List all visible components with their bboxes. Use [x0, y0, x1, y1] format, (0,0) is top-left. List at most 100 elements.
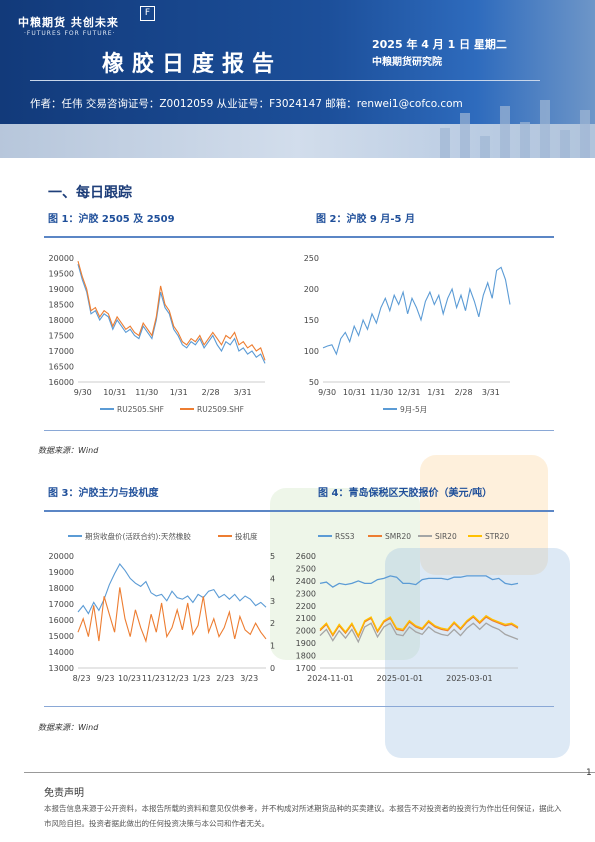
- series-line-1: [319, 575, 519, 588]
- figure-rule-top: [44, 236, 554, 238]
- y-tick-label: 16500: [49, 363, 74, 372]
- data-source-1: 数据来源：Wind: [38, 446, 99, 455]
- x-tick-label: 12/23: [166, 674, 189, 683]
- y-tick-label: 13000: [49, 664, 74, 673]
- x-tick-label: 8/23: [73, 674, 91, 683]
- chart-ru2505-ru2509: 16000 16500 17000 17500 18000 18500 19000 19500…: [49, 254, 266, 414]
- y-tick-label: 17000: [49, 600, 74, 609]
- logo-mark-icon: F: [140, 6, 155, 21]
- y-tick-label: 2100: [296, 614, 316, 623]
- y-tick-label: 1800: [296, 652, 316, 661]
- x-tick-label: 2/23: [216, 674, 234, 683]
- x-tick-label: 10/31: [343, 388, 366, 397]
- y-tick-label: 17000: [49, 347, 74, 356]
- legend-label: RU2505.SHF: [117, 405, 164, 414]
- chart-9m-5m-spread: 50 100 150 200 250 9/30 10/31 11/30 12/31 1/31 2/2…: [304, 254, 511, 414]
- y-tick-label: 20000: [49, 552, 74, 561]
- disclaimer-title: 免责声明: [44, 788, 84, 799]
- figure2-title: 图 2：沪胶 9 月-5 月: [316, 214, 415, 225]
- x-tick-label: 9/30: [318, 388, 336, 397]
- y-tick-label: 2000: [296, 627, 316, 636]
- x-tick-label: 3/31: [482, 388, 500, 397]
- y-tick-label: 19000: [49, 285, 74, 294]
- report-date: 2025 年 4 月 1 日 星期二: [372, 38, 507, 51]
- figure-rule-mid: [44, 510, 554, 512]
- x-tick-label: 2025-01-01: [377, 674, 424, 683]
- y-tick-label: 19000: [49, 568, 74, 577]
- series-line-2: [77, 587, 267, 644]
- y-tick-label: 250: [304, 254, 319, 263]
- x-tick-label: 3/23: [240, 674, 258, 683]
- institute-name: 中粮期货研究院: [372, 57, 442, 68]
- legend-label: SIR20: [435, 532, 457, 541]
- y-tick-label: 18000: [49, 316, 74, 325]
- x-tick-label: 9/23: [97, 674, 115, 683]
- series-line-2: [77, 260, 266, 361]
- y-tick-label: 1900: [296, 639, 316, 648]
- x-tick-label: 10/31: [103, 388, 126, 397]
- x-tick-label: 2/28: [202, 388, 220, 397]
- y2-tick-label: 5: [270, 552, 275, 561]
- x-tick-label: 2024-11-01: [307, 674, 354, 683]
- series-line-3: [319, 622, 519, 644]
- y-tick-label: 2600: [296, 552, 316, 561]
- logo-slogan: ·FUTURES FOR FUTURE·: [24, 30, 116, 37]
- section-title: 一、每日跟踪: [48, 185, 132, 201]
- legend-label: 9月-5月: [400, 405, 427, 414]
- header-banner: [0, 0, 595, 158]
- disclaimer-body: 本报告信息来源于公开资料，本报告所载的资料和意见仅供参考，并不构成对所述期货品种…: [44, 804, 562, 828]
- series-line-1: [77, 264, 266, 364]
- y-tick-label: 16000: [49, 616, 74, 625]
- chart-qingdao-quotes: 1700 1800 1900 2000 2100 2200 2300 2400 2500 2600…: [296, 532, 519, 683]
- legend-label: RSS3: [335, 532, 355, 541]
- page-number: 1: [586, 768, 592, 778]
- logo-text: 中粮期货 共创未来: [18, 16, 119, 29]
- y-tick-label: 16000: [49, 378, 74, 387]
- y-tick-label: 200: [304, 285, 319, 294]
- figure1-title: 图 1：沪胶 2505 及 2509: [48, 214, 175, 225]
- y-tick-label: 2400: [296, 577, 316, 586]
- x-tick-label: 10/23: [118, 674, 141, 683]
- y-tick-label: 150: [304, 316, 319, 325]
- y2-tick-label: 2: [270, 619, 275, 628]
- legend-label: 期货收盘价(活跃合约):天然橡胶: [85, 531, 191, 541]
- author-line: 作者：任伟 交易咨询证号：Z0012059 从业证号：F3024147 邮箱：r…: [30, 98, 463, 110]
- legend-label: SMR20: [385, 532, 411, 541]
- y-tick-label: 17500: [49, 332, 74, 341]
- y-tick-label: 2500: [296, 564, 316, 573]
- x-tick-label: 11/30: [370, 388, 393, 397]
- figure3-title: 图 3：沪胶主力与投机度: [48, 488, 159, 499]
- header-divider: [30, 80, 540, 81]
- x-tick-label: 11/30: [135, 388, 158, 397]
- x-tick-label: 1/31: [170, 388, 188, 397]
- figure-rule-bottom2: [44, 706, 554, 707]
- footer-divider: [24, 772, 595, 773]
- y-tick-label: 2300: [296, 589, 316, 598]
- series-line-1: [322, 266, 511, 356]
- report-title: 橡胶日度报告: [102, 52, 283, 77]
- x-tick-label: 2/28: [455, 388, 473, 397]
- legend-label: RU2509.SHF: [197, 405, 244, 414]
- x-tick-label: 3/31: [234, 388, 252, 397]
- y-tick-label: 1700: [296, 664, 316, 673]
- x-tick-label: 1/31: [427, 388, 445, 397]
- y-tick-label: 2200: [296, 602, 316, 611]
- y2-tick-label: 0: [270, 664, 275, 673]
- y-tick-label: 50: [309, 378, 319, 387]
- legend-label: 投机度: [235, 531, 258, 541]
- series-line-1: [77, 563, 267, 615]
- y-tick-label: 14000: [49, 648, 74, 657]
- y2-tick-label: 3: [270, 597, 275, 606]
- legend-label: STR20: [485, 532, 509, 541]
- y-tick-label: 15000: [49, 632, 74, 641]
- x-tick-label: 11/23: [142, 674, 165, 683]
- figure-rule-bottom1: [44, 430, 554, 431]
- decor-blue-panel: [385, 548, 570, 758]
- y-tick-label: 19500: [49, 270, 74, 279]
- y-tick-label: 20000: [49, 254, 74, 263]
- y2-tick-label: 1: [270, 642, 275, 651]
- decor-orange-panel: [420, 455, 548, 575]
- x-tick-label: 1/23: [192, 674, 210, 683]
- figure4-title: 图 4：青岛保税区天胶报价（美元/吨）: [318, 488, 493, 499]
- x-tick-label: 9/30: [74, 388, 92, 397]
